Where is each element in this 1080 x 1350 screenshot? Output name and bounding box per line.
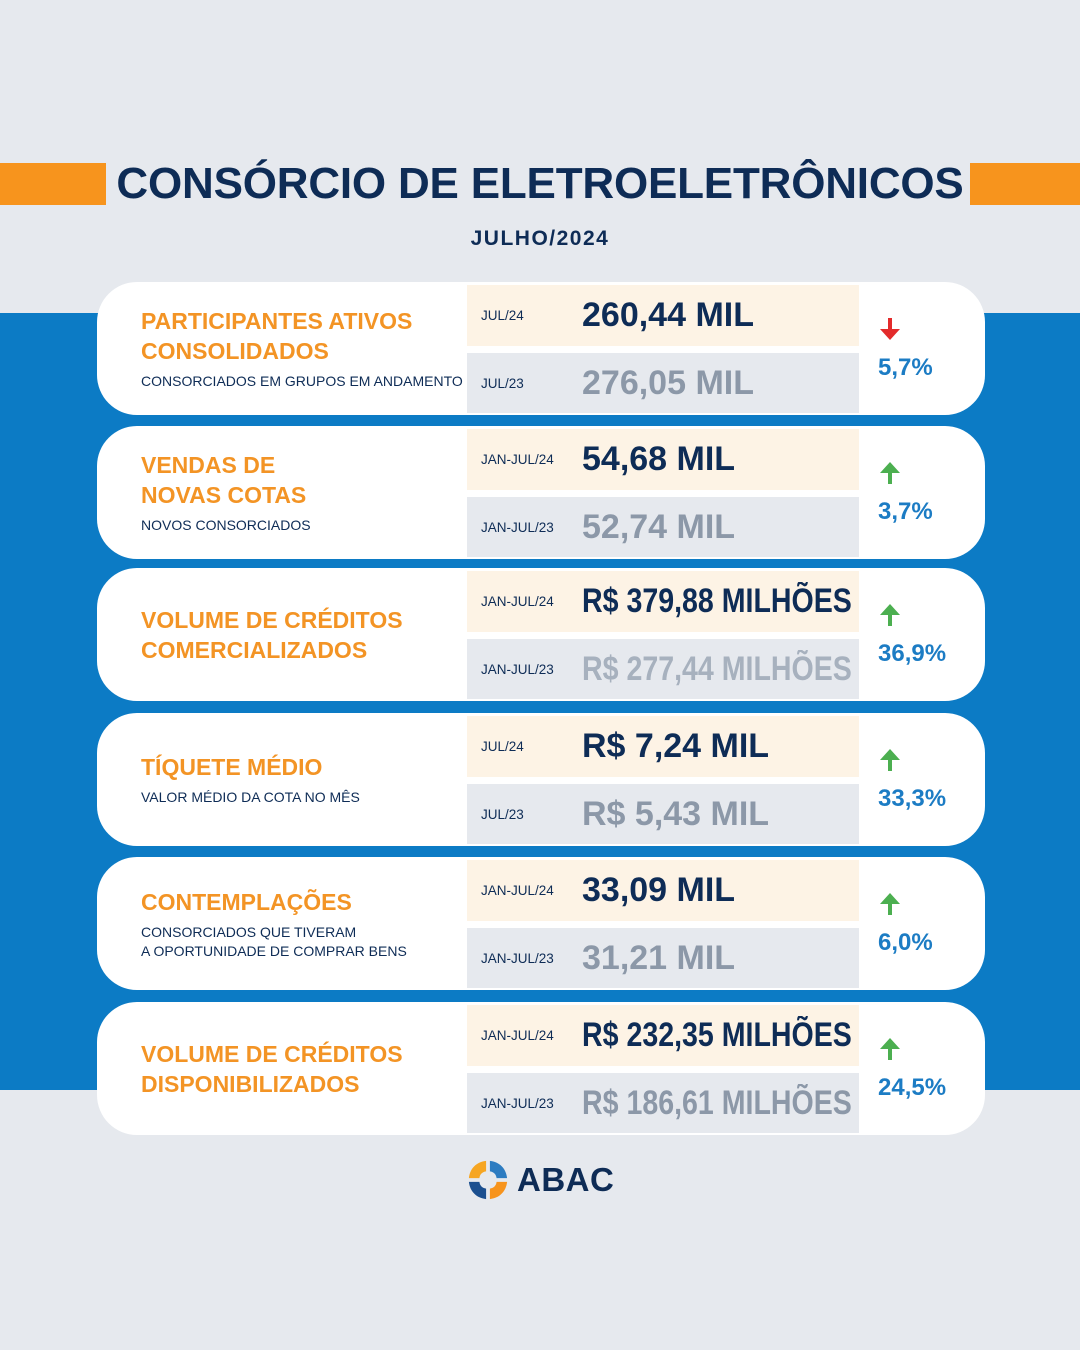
metric-card-credits-made-available: VOLUME DE CRÉDITOS DISPONIBILIZADOS JAN-…: [97, 1002, 985, 1135]
metric-title-line: CONSOLIDADOS: [141, 338, 329, 364]
previous-period-label: JAN-JUL/23: [481, 519, 554, 535]
change-indicator: 6,0%: [878, 893, 970, 957]
metric-card-average-ticket: TÍQUETE MÉDIO VALOR MÉDIO DA COTA NO MÊS…: [97, 713, 985, 846]
previous-period-label: JUL/23: [481, 375, 524, 391]
title-accent-bar-right: [970, 163, 1080, 205]
metric-heading: VENDAS DE NOVAS COTAS NOVOS CONSORCIADOS: [141, 426, 461, 559]
previous-period-label: JAN-JUL/23: [481, 661, 554, 677]
metric-title: CONTEMPLAÇÕES: [141, 887, 461, 917]
change-indicator: 33,3%: [878, 749, 970, 813]
current-value: R$ 232,35 MILHÕES: [582, 1016, 852, 1054]
arrow-up-icon: [880, 604, 900, 626]
current-period-label: JAN-JUL/24: [481, 452, 554, 467]
arrow-up-icon: [880, 893, 900, 915]
previous-value: 52,74 MIL: [582, 507, 736, 546]
metric-title: VENDAS DE NOVAS COTAS: [141, 450, 461, 510]
title-accent-bar-left: [0, 163, 106, 205]
current-value: R$ 7,24 MIL: [582, 727, 770, 765]
arrow-up-icon: [880, 1038, 900, 1060]
metric-description: VALOR MÉDIO DA COTA NO MÊS: [141, 788, 461, 807]
previous-period-row: JAN-JUL/23 R$ 186,61 MILHÕES: [467, 1073, 859, 1133]
metric-card-credits-sold: VOLUME DE CRÉDITOS COMERCIALIZADOS JAN-J…: [97, 568, 985, 701]
change-indicator: 36,9%: [878, 604, 970, 668]
metric-title: VOLUME DE CRÉDITOS DISPONIBILIZADOS: [141, 1039, 461, 1099]
metric-title: PARTICIPANTES ATIVOS CONSOLIDADOS: [141, 306, 461, 366]
current-period-row: JAN-JUL/24 R$ 232,35 MILHÕES: [467, 1005, 859, 1066]
metric-title: TÍQUETE MÉDIO: [141, 752, 461, 782]
metric-card-contemplations: CONTEMPLAÇÕES CONSORCIADOS QUE TIVERAM A…: [97, 857, 985, 990]
metric-heading: TÍQUETE MÉDIO VALOR MÉDIO DA COTA NO MÊS: [141, 713, 461, 846]
current-value: 54,68 MIL: [582, 440, 736, 478]
change-percentage: 3,7%: [878, 498, 933, 525]
previous-period-row: JUL/23 R$ 5,43 MIL: [467, 784, 859, 844]
current-period-row: JAN-JUL/24 R$ 379,88 MILHÕES: [467, 571, 859, 632]
metric-title-line: VOLUME DE CRÉDITOS: [141, 1040, 403, 1067]
metric-description: CONSORCIADOS QUE TIVERAM A OPORTUNIDADE …: [141, 923, 461, 961]
change-percentage: 5,7%: [878, 354, 933, 381]
metric-description-line: CONSORCIADOS EM GRUPOS EM ANDAMENTO: [141, 373, 463, 389]
current-value: 33,09 MIL: [582, 871, 736, 909]
previous-period-label: JAN-JUL/23: [481, 950, 554, 966]
arrow-up-icon: [880, 749, 900, 771]
current-period-label: JUL/24: [481, 739, 524, 754]
current-period-label: JUL/24: [481, 308, 524, 323]
change-indicator: 5,7%: [878, 318, 970, 382]
arrow-up-icon: [880, 462, 900, 484]
change-indicator: 24,5%: [878, 1038, 970, 1102]
metric-title-line: CONTEMPLAÇÕES: [141, 888, 352, 915]
metric-description-line: A OPORTUNIDADE DE COMPRAR BENS: [141, 942, 407, 959]
current-period-label: JAN-JUL/24: [481, 594, 554, 609]
metric-heading: VOLUME DE CRÉDITOS DISPONIBILIZADOS: [141, 1002, 461, 1135]
current-period-row: JUL/24 260,44 MIL: [467, 285, 859, 346]
metric-description: NOVOS CONSORCIADOS: [141, 516, 461, 535]
previous-period-label: JAN-JUL/23: [481, 1095, 554, 1111]
previous-value: R$ 277,44 MILHÕES: [582, 649, 852, 688]
metric-description-line: NOVOS CONSORCIADOS: [141, 517, 311, 533]
previous-value: 31,21 MIL: [582, 938, 736, 977]
current-value: R$ 379,88 MILHÕES: [582, 582, 852, 620]
metric-title-line: PARTICIPANTES ATIVOS: [141, 308, 413, 334]
previous-period-row: JAN-JUL/23 52,74 MIL: [467, 497, 859, 557]
current-period-row: JAN-JUL/24 54,68 MIL: [467, 429, 859, 490]
current-value: 260,44 MIL: [582, 296, 754, 334]
metric-heading: VOLUME DE CRÉDITOS COMERCIALIZADOS: [141, 568, 461, 701]
change-indicator: 3,7%: [878, 462, 970, 526]
arrow-down-icon: [880, 318, 900, 340]
metric-description: CONSORCIADOS EM GRUPOS EM ANDAMENTO: [141, 372, 463, 391]
previous-period-row: JUL/23 276,05 MIL: [467, 353, 859, 413]
brand-logo: ABAC: [467, 1158, 614, 1202]
brand-name: ABAC: [517, 1161, 615, 1198]
metric-title-line: VOLUME DE CRÉDITOS: [141, 606, 403, 633]
previous-period-row: JAN-JUL/23 R$ 277,44 MILHÕES: [467, 639, 859, 699]
previous-value: R$ 5,43 MIL: [582, 794, 770, 833]
metric-title-line: VENDAS DE: [141, 452, 276, 478]
metric-description-line: CONSORCIADOS QUE TIVERAM: [141, 923, 357, 940]
metric-title-line: DISPONIBILIZADOS: [141, 1070, 360, 1097]
previous-period-label: JUL/23: [481, 806, 524, 822]
page-title: CONSÓRCIO DE ELETROELETRÔNICOS: [116, 159, 964, 208]
metric-title-line: COMERCIALIZADOS: [141, 636, 368, 663]
previous-value: 276,05 MIL: [582, 363, 754, 402]
metric-heading: CONTEMPLAÇÕES CONSORCIADOS QUE TIVERAM A…: [141, 857, 461, 990]
current-period-row: JUL/24 R$ 7,24 MIL: [467, 716, 859, 777]
abac-logo-icon: [468, 1160, 508, 1200]
current-period-row: JAN-JUL/24 33,09 MIL: [467, 860, 859, 921]
previous-value: R$ 186,61 MILHÕES: [582, 1083, 852, 1122]
change-percentage: 24,5%: [878, 1074, 947, 1101]
metric-card-active-participants: PARTICIPANTES ATIVOS CONSOLIDADOS CONSOR…: [97, 282, 985, 415]
metric-card-new-quota-sales: VENDAS DE NOVAS COTAS NOVOS CONSORCIADOS…: [97, 426, 985, 559]
metric-heading: PARTICIPANTES ATIVOS CONSOLIDADOS CONSOR…: [141, 282, 463, 415]
page-subtitle: JULHO/2024: [470, 227, 610, 250]
current-period-label: JAN-JUL/24: [481, 1028, 554, 1043]
change-percentage: 36,9%: [878, 640, 947, 667]
metric-title-line: NOVAS COTAS: [141, 482, 307, 508]
change-percentage: 6,0%: [878, 929, 933, 956]
metric-title-line: TÍQUETE MÉDIO: [141, 754, 323, 780]
previous-period-row: JAN-JUL/23 31,21 MIL: [467, 928, 859, 988]
change-percentage: 33,3%: [878, 785, 947, 812]
metric-description-line: VALOR MÉDIO DA COTA NO MÊS: [141, 789, 360, 805]
current-period-label: JAN-JUL/24: [481, 883, 554, 898]
metric-title: VOLUME DE CRÉDITOS COMERCIALIZADOS: [141, 605, 461, 665]
